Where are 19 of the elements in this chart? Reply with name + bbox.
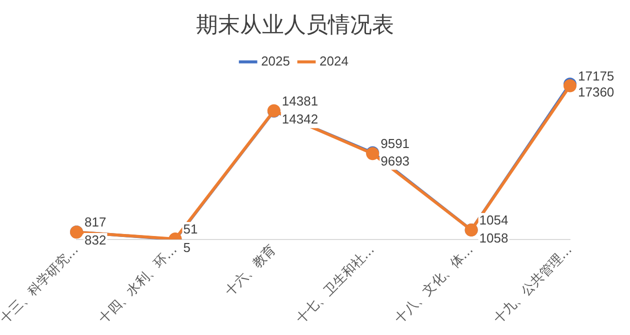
x-tick-label: 十六、教育 — [222, 242, 280, 300]
data-label: 14342 — [282, 112, 318, 127]
data-label: 9591 — [380, 136, 410, 152]
data-label: 832 — [84, 232, 106, 248]
legend-label: 2025 — [261, 53, 290, 68]
data-label: 51 — [183, 222, 198, 237]
data-label: 817 — [84, 214, 106, 230]
chart-title: 期末从业人员情况表 — [196, 12, 394, 38]
x-tick-label: 十三、科学研究… — [0, 242, 82, 327]
x-tick-label: 十八、文化、体… — [392, 242, 477, 327]
data-label: 1058 — [479, 230, 508, 246]
data-label: 9693 — [380, 153, 410, 168]
data-label: 14381 — [282, 93, 318, 108]
x-tick-label: 十七、卫生和社… — [294, 242, 378, 327]
data-label: 1054 — [479, 212, 508, 228]
data-label: 17360 — [578, 84, 614, 100]
data-label: 17175 — [578, 68, 614, 84]
legend-label: 2024 — [320, 53, 348, 68]
data-label: 5 — [183, 240, 190, 255]
